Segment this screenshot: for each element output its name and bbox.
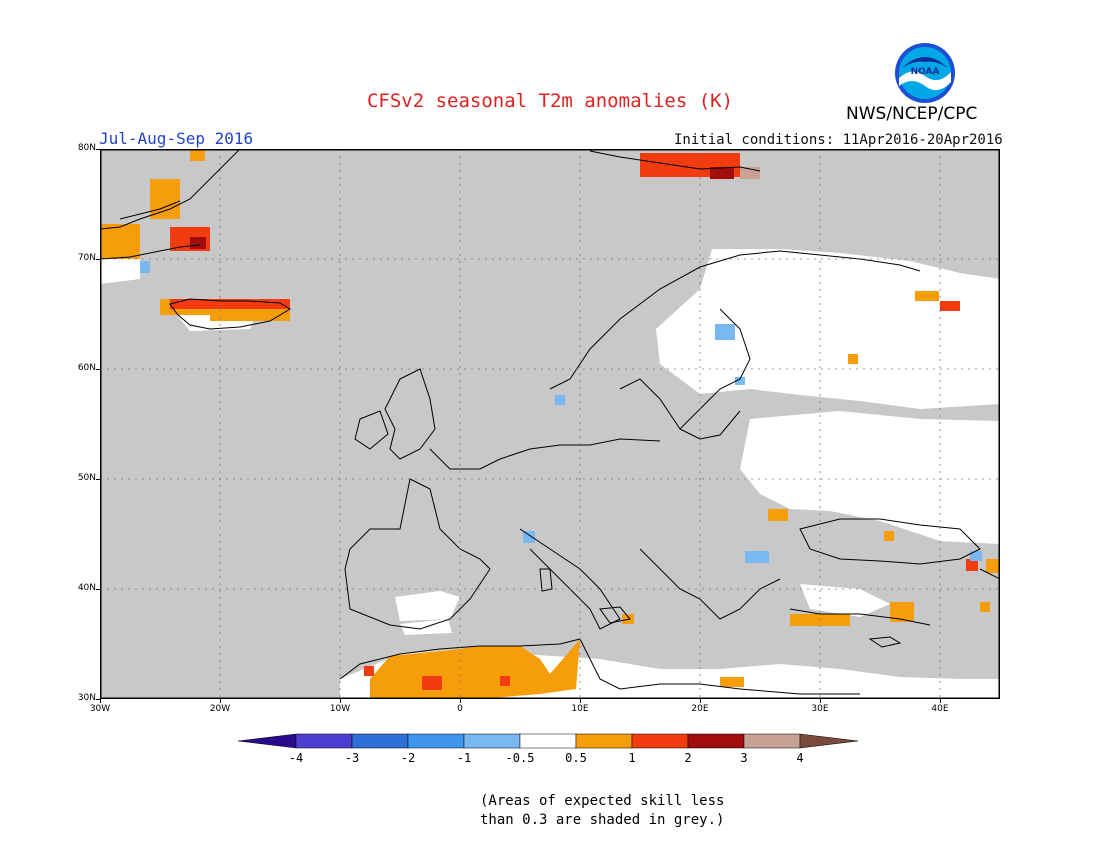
colorbar-bin — [351, 733, 409, 749]
lon-tick-label: 0 — [457, 704, 463, 714]
lon-tick-mark — [340, 699, 341, 703]
cool-cell — [715, 324, 735, 340]
warm-cell — [768, 509, 788, 521]
colorbar-bin — [631, 733, 689, 749]
lon-tick-label: 10E — [571, 704, 589, 714]
colorbar-label: 1 — [628, 751, 635, 765]
lon-tick-label: 10W — [329, 704, 351, 714]
cool-cell — [555, 395, 565, 405]
colorbar-bin — [575, 733, 633, 749]
colorbar-bin — [799, 733, 859, 749]
lon-tick-label: 30W — [89, 704, 111, 714]
graticule — [100, 149, 1000, 699]
colorbar-label: 0.5 — [565, 751, 587, 765]
skill-note-line1: (Areas of expected skill less — [480, 793, 725, 809]
region-iberia-north — [395, 591, 460, 621]
map-border — [100, 149, 1000, 699]
warm-cell — [422, 676, 442, 690]
warm-cell — [500, 676, 510, 686]
season-label: Jul-Aug-Sep 2016 — [99, 129, 254, 148]
colorbar-bin — [743, 733, 801, 749]
colorbar-bin — [519, 733, 577, 749]
lat-tick-mark — [96, 149, 100, 150]
warm-cell — [980, 602, 990, 612]
lon-tick-mark — [580, 699, 581, 703]
warm-cell — [190, 149, 205, 161]
skill-note-line2: than 0.3 are shaded in grey.) — [480, 812, 725, 828]
lat-tick-label: 70N — [77, 253, 96, 263]
colorbar-label: -3 — [345, 751, 359, 765]
region-eastern-europe — [740, 411, 1000, 544]
colorbar-label: -0.5 — [506, 751, 535, 765]
lat-tick-mark — [96, 369, 100, 370]
cool-cell — [970, 551, 982, 561]
agency-label: NWS/NCEP/CPC — [846, 104, 978, 124]
cool-cell — [735, 377, 745, 385]
colorbar-legend: -4 -3 -2 -1 -0.5 0.5 1 2 3 4 — [238, 733, 859, 765]
warm-cell — [170, 299, 290, 309]
coastlines — [100, 149, 1000, 695]
warm-cell — [210, 309, 290, 321]
svg-text:NOAA: NOAA — [911, 67, 940, 77]
region-anatolia — [800, 584, 890, 617]
warm-cell — [150, 179, 180, 219]
anomaly-map — [100, 149, 1000, 699]
colorbar-label: 3 — [740, 751, 747, 765]
lat-tick-label: 40N — [77, 583, 96, 593]
lon-tick-label: 40E — [931, 704, 949, 714]
warm-anomaly-regions — [100, 149, 1000, 699]
colorbar-bin — [407, 733, 465, 749]
colorbar-bin — [463, 733, 521, 749]
warm-cell — [940, 301, 960, 311]
colorbar-label: 2 — [684, 751, 691, 765]
cool-cell — [745, 551, 769, 563]
lat-tick-label: 60N — [77, 363, 96, 373]
warm-cell — [915, 291, 939, 301]
lon-tick-mark — [100, 699, 101, 703]
colorbar-bin — [295, 733, 353, 749]
lon-tick-mark — [820, 699, 821, 703]
warm-cell — [966, 559, 978, 571]
lat-tick-label: 30N — [77, 693, 96, 703]
lon-tick-mark — [220, 699, 221, 703]
lat-tick-mark — [96, 259, 100, 260]
noaa-logo-icon: NOAA — [895, 43, 955, 103]
colorbar-bin — [687, 733, 745, 749]
warm-cell — [890, 602, 914, 622]
warm-cell — [364, 666, 374, 676]
colorbar-label: 4 — [796, 751, 803, 765]
warm-cell — [190, 237, 206, 249]
warm-cell — [100, 224, 140, 259]
colorbar-label: -4 — [289, 751, 303, 765]
colorbar-label: -2 — [401, 751, 415, 765]
lon-tick-mark — [700, 699, 701, 703]
cool-cell — [140, 261, 150, 273]
lon-tick-mark — [460, 699, 461, 703]
region-scandinavia — [656, 249, 1000, 409]
map-title: CFSv2 seasonal T2m anomalies (K) — [366, 90, 734, 112]
lat-tick-mark — [96, 589, 100, 590]
warm-cell — [710, 167, 734, 179]
colorbar-bin — [238, 733, 297, 749]
warm-cell — [986, 559, 1000, 573]
lon-tick-mark — [940, 699, 941, 703]
warm-cell — [884, 531, 894, 541]
warm-cell — [848, 354, 858, 364]
initial-conditions-label: Initial conditions: 11Apr2016-20Apr2016 — [674, 132, 1003, 148]
cool-cell — [523, 531, 535, 543]
warm-cell — [720, 677, 744, 687]
lat-tick-mark — [96, 699, 100, 700]
lon-tick-label: 20W — [209, 704, 231, 714]
lat-tick-label: 50N — [77, 473, 96, 483]
lon-tick-label: 20E — [691, 704, 709, 714]
lat-tick-label: 80N — [77, 143, 96, 153]
colorbar-label: -1 — [457, 751, 471, 765]
lat-tick-mark — [96, 479, 100, 480]
lon-tick-label: 30E — [811, 704, 829, 714]
cool-anomaly-regions — [140, 261, 982, 563]
